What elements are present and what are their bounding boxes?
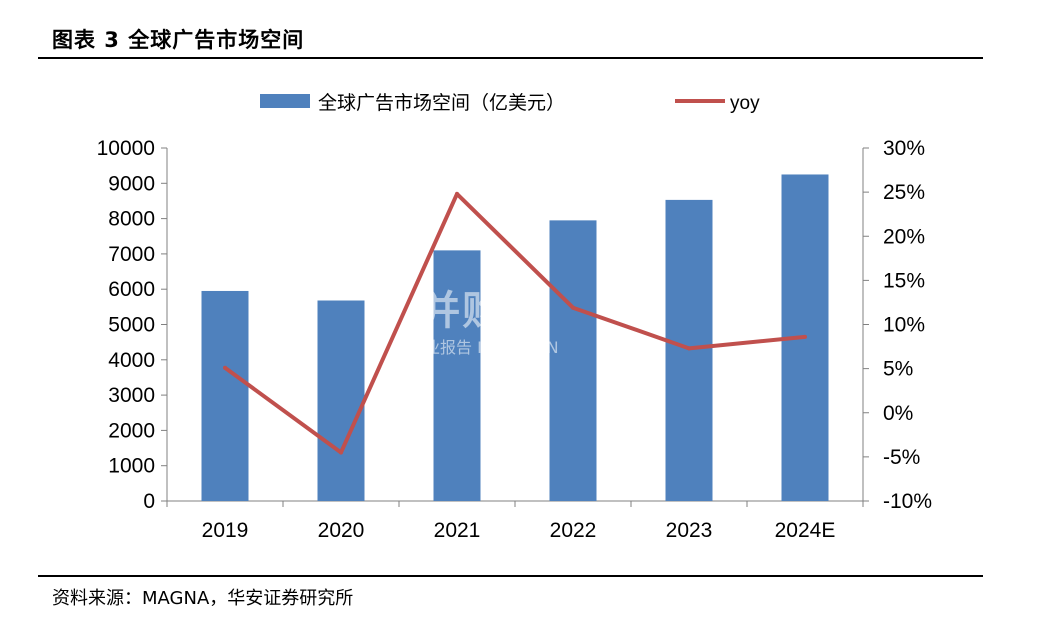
y-left-tick-label: 5000 [108,314,155,337]
top-rule [38,57,983,59]
y-right-tick-label: -5% [883,446,920,469]
y-right-tick-label: 5% [883,358,913,381]
y-left-tick-label: 2000 [108,419,155,442]
y-left-tick-label: 8000 [108,208,155,231]
source-note: 资料来源：MAGNA，华安证券研究所 [52,588,354,609]
yoy-point [803,334,807,339]
y-left-tick-label: 6000 [108,278,155,301]
y-right-tick-label: 20% [883,225,925,248]
y-left-tick-label: 10000 [97,137,155,160]
y-right-tick-label: 10% [883,314,925,337]
bar [433,250,481,501]
y-right-tick-label: 0% [883,402,913,425]
y-right-tick-label: 15% [883,269,925,292]
yoy-point [687,346,691,351]
x-tick-label: 2019 [202,519,249,542]
y-right-tick-label: 30% [883,137,925,160]
bar [665,199,713,502]
yoy-point [571,305,575,310]
y-left-tick-label: 1000 [108,455,155,478]
x-tick-label: 2023 [666,519,713,542]
legend: 全球广告市场空间（亿美元） yoy [260,92,760,114]
legend-bar-label: 全球广告市场空间（亿美元） [318,92,565,114]
bar [549,220,597,502]
bar [201,290,249,501]
axes: 0 1000 2000 3000 4000 5000 6000 7000 8000 9000 100… [97,137,932,513]
y-left-tick-label: 9000 [108,172,155,195]
figure-title: 图表 3 全球广告市场空间 [52,28,305,52]
x-tick-label: 2024E [775,519,836,542]
x-tick-label: 2021 [434,519,481,542]
bar-series [201,174,829,502]
y-right-tick-label: -10% [883,490,932,513]
yoy-point [455,191,459,196]
yoy-line-series [223,191,807,455]
x-tick-label: 2022 [550,519,597,542]
yoy-point [223,365,227,370]
x-tick-label: 2020 [318,519,365,542]
yoy-line [223,191,806,455]
bottom-rule [38,575,983,577]
legend-line-label: yoy [730,93,760,114]
bar [317,300,365,501]
y-left-tick-label: 4000 [108,349,155,372]
y-left-tick-label: 0 [143,490,155,513]
yoy-point [339,450,343,455]
y-left-tick-label: 7000 [108,243,155,266]
y-left-tick-label: 3000 [108,384,155,407]
x-axis-labels: 2019 2020 2021 2022 2023 2024E [202,519,836,542]
y-right-tick-label: 25% [883,181,925,204]
legend-bar-swatch [260,94,310,108]
